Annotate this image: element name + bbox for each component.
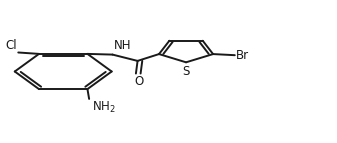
Text: S: S [182, 65, 190, 78]
Text: O: O [134, 75, 143, 88]
Text: NH$_2$: NH$_2$ [92, 100, 116, 115]
Text: NH: NH [114, 39, 131, 52]
Text: Br: Br [236, 49, 249, 62]
Text: Cl: Cl [5, 39, 17, 52]
